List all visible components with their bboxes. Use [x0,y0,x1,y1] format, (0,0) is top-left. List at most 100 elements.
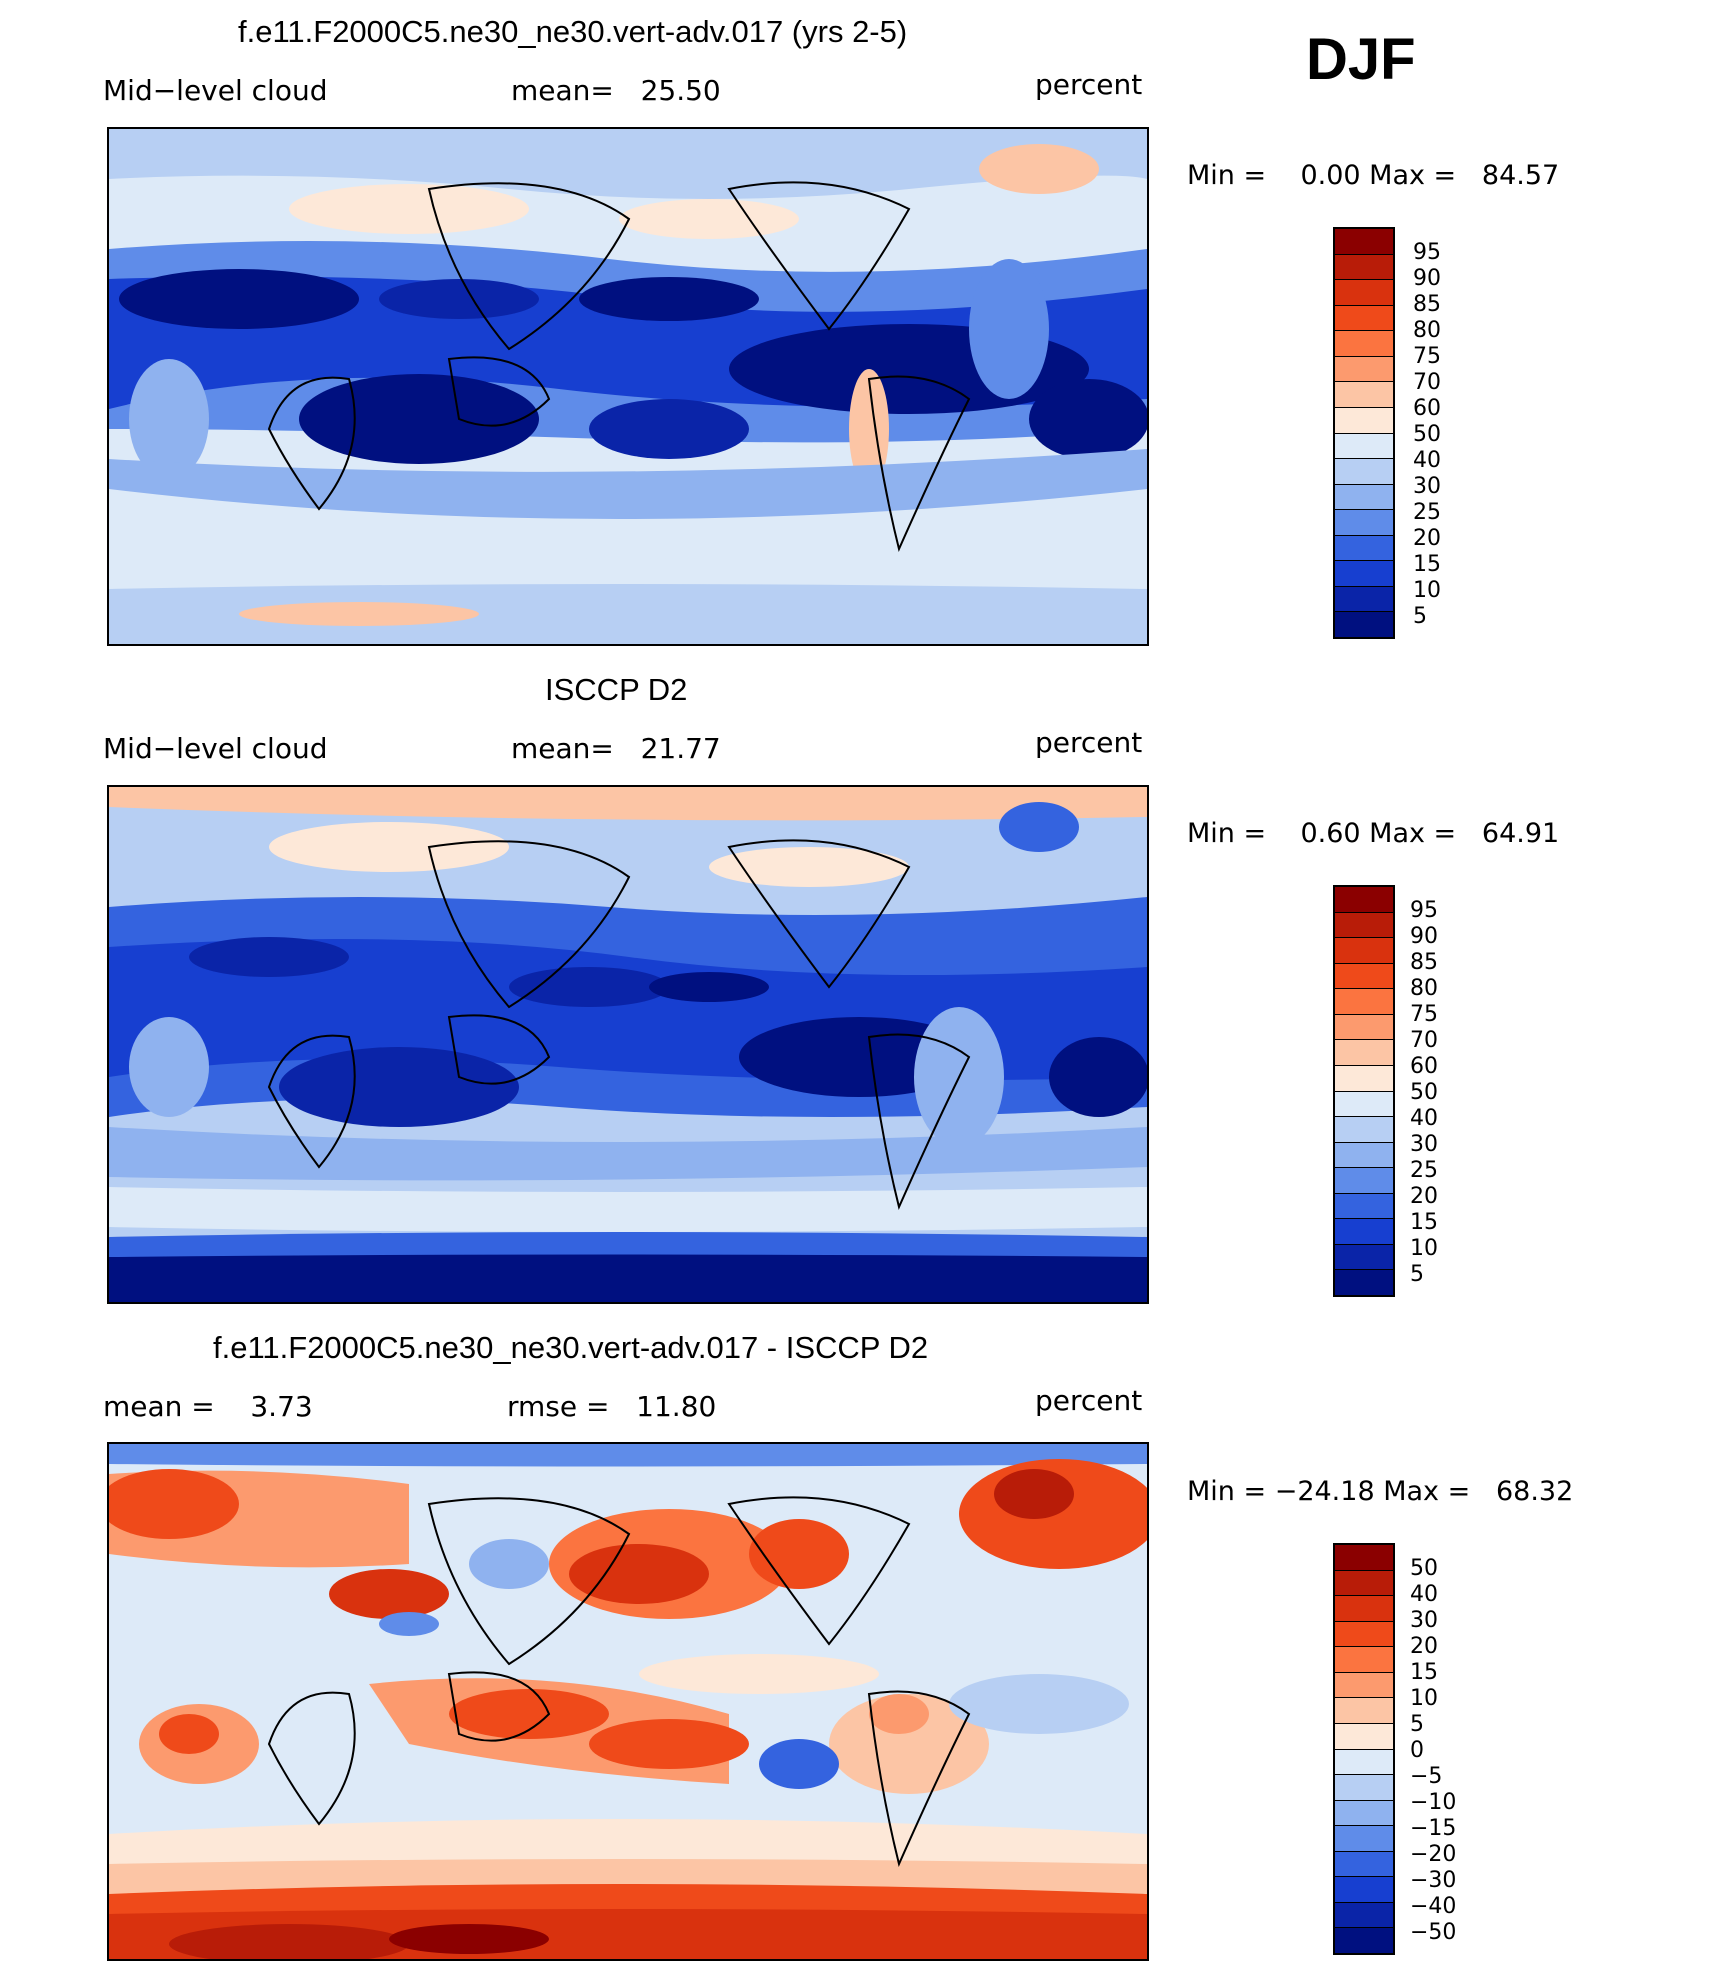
season-label: DJF [1306,27,1416,92]
colorbar-label: 70 [1410,1028,1438,1053]
panel2-title: ISCCP D2 [545,672,688,707]
colorbar-swatch [1335,887,1393,913]
colorbar-swatch [1335,1545,1393,1571]
panel2-colorbar [1333,885,1395,1297]
colorbar-label: 85 [1410,950,1438,975]
colorbar-label: 90 [1413,266,1441,291]
colorbar-label: 20 [1413,526,1441,551]
colorbar-swatch [1335,989,1393,1015]
panel1-variable-label: Mid−level cloud [103,74,328,107]
colorbar-swatch [1335,1851,1393,1878]
colorbar-swatch [1335,510,1393,536]
colorbar-label: 5 [1413,604,1427,629]
colorbar-label: −5 [1410,1764,1443,1789]
colorbar-label: 10 [1410,1236,1438,1261]
colorbar-swatch [1335,280,1393,306]
colorbar-swatch [1335,1270,1393,1295]
panel1-units-label: percent [1035,68,1143,101]
panel2-minmax: Min = 0.60 Max = 64.91 [1187,818,1560,849]
colorbar-swatch [1335,1065,1393,1092]
panel2-variable-label: Mid−level cloud [103,732,328,765]
colorbar-swatch [1335,1193,1393,1220]
panel2-mean-label: mean= 21.77 [511,732,721,765]
colorbar-label: 20 [1410,1634,1438,1659]
colorbar-swatch [1335,1775,1393,1801]
colorbar-label: 40 [1413,448,1441,473]
colorbar-swatch [1335,1647,1393,1673]
colorbar-swatch [1335,1117,1393,1143]
colorbar-label: 90 [1410,924,1438,949]
colorbar-label: 40 [1410,1582,1438,1607]
colorbar-swatch [1335,1142,1393,1169]
panel2-units-label: percent [1035,726,1143,759]
panel3-mean-label: mean = 3.73 [103,1390,313,1423]
colorbar-label: 5 [1410,1262,1424,1287]
colorbar-label: 5 [1410,1712,1424,1737]
colorbar-swatch [1335,433,1393,460]
colorbar-swatch [1335,1621,1393,1648]
colorbar-label: 60 [1413,396,1441,421]
panel2-map [107,785,1149,1304]
colorbar-swatch [1335,407,1393,434]
panel3-minmax: Min = −24.18 Max = 68.32 [1187,1476,1574,1507]
panel3-colorbar [1333,1543,1395,1955]
colorbar-swatch [1335,484,1393,511]
panel3-units-label: percent [1035,1384,1143,1417]
colorbar-swatch [1335,1672,1393,1699]
panel1-map [107,127,1149,646]
panel3-map-field [109,1444,1147,1959]
colorbar-swatch [1335,612,1393,637]
panel1-colorbar [1333,227,1395,639]
colorbar-swatch [1335,305,1393,332]
colorbar-label: 15 [1413,552,1441,577]
colorbar-label: 30 [1410,1608,1438,1633]
panel1-mean-label: mean= 25.50 [511,74,721,107]
colorbar-label: 10 [1413,578,1441,603]
colorbar-label: 80 [1413,318,1441,343]
colorbar-swatch [1335,535,1393,562]
colorbar-swatch [1335,561,1393,587]
panel1-title: f.e11.F2000C5.ne30_ne30.vert-adv.017 (yr… [238,14,908,49]
colorbar-label: 60 [1410,1054,1438,1079]
colorbar-swatch [1335,586,1393,613]
colorbar-label: −50 [1410,1920,1457,1945]
colorbar-label: 75 [1410,1002,1438,1027]
panel3-title: f.e11.F2000C5.ne30_ne30.vert-adv.017 - I… [213,1330,929,1365]
colorbar-swatch [1335,1040,1393,1066]
colorbar-swatch [1335,912,1393,939]
panel3-rmse-label: rmse = 11.80 [507,1390,717,1423]
colorbar-swatch [1335,1570,1393,1597]
colorbar-label: 95 [1413,240,1441,265]
colorbar-swatch [1335,1244,1393,1271]
colorbar-label: 25 [1413,500,1441,525]
colorbar-label: 15 [1410,1660,1438,1685]
colorbar-label: 30 [1413,474,1441,499]
panel3-map [107,1442,1149,1961]
colorbar-label: 85 [1413,292,1441,317]
colorbar-label: 95 [1410,898,1438,923]
colorbar-swatch [1335,1596,1393,1622]
colorbar-label: 30 [1410,1132,1438,1157]
colorbar-label: 75 [1413,344,1441,369]
colorbar-swatch [1335,963,1393,990]
colorbar-swatch [1335,356,1393,383]
colorbar-label: 20 [1410,1184,1438,1209]
colorbar-label: −20 [1410,1842,1457,1867]
colorbar-swatch [1335,1800,1393,1827]
colorbar-label: 70 [1413,370,1441,395]
panel2-map-field [109,787,1147,1302]
panel1-minmax: Min = 0.00 Max = 84.57 [1187,160,1560,191]
colorbar-label: 50 [1413,422,1441,447]
colorbar-swatch [1335,1928,1393,1953]
colorbar-swatch [1335,1826,1393,1852]
colorbar-label: 10 [1410,1686,1438,1711]
colorbar-swatch [1335,1168,1393,1194]
colorbar-label: 25 [1410,1158,1438,1183]
colorbar-swatch [1335,1219,1393,1245]
colorbar-label: −15 [1410,1816,1457,1841]
colorbar-swatch [1335,254,1393,281]
colorbar-swatch [1335,1877,1393,1903]
colorbar-label: −40 [1410,1894,1457,1919]
colorbar-swatch [1335,1014,1393,1041]
colorbar-label: −30 [1410,1868,1457,1893]
